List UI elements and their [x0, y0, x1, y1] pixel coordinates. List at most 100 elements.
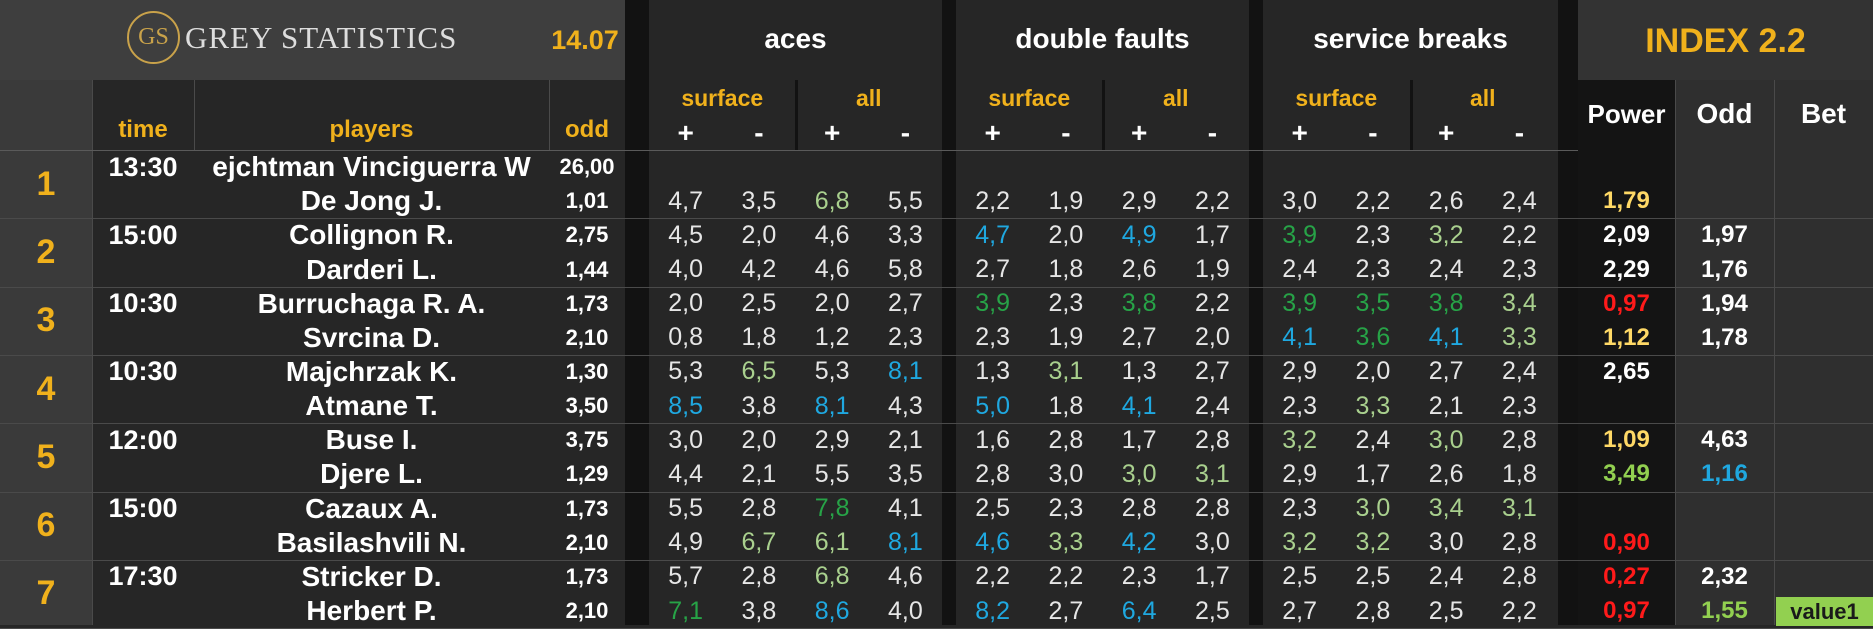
- stat-value: 2,5: [1428, 596, 1464, 625]
- player-name: Cazaux A.: [305, 492, 438, 524]
- player-odd: 1,73: [565, 290, 609, 316]
- stat-value: 3,1: [1501, 494, 1537, 523]
- stat-value: 3,0: [1428, 425, 1464, 454]
- index-odd-value: 1,16: [1701, 460, 1748, 488]
- stat-value: 1,8: [1501, 459, 1537, 488]
- stat-value: 1,7: [1355, 459, 1391, 488]
- row-divider: [0, 286, 1873, 288]
- power-value: 2,09: [1603, 221, 1650, 249]
- stat-value: 2,0: [668, 289, 703, 318]
- stat-value: 2,3: [975, 323, 1010, 352]
- player-odd: 1,73: [565, 563, 609, 589]
- player-name: ejchtman Vinciguerra W: [212, 151, 531, 183]
- stat-value: 5,0: [975, 391, 1010, 420]
- stat-value: 2,8: [1355, 596, 1391, 625]
- stat-value: 5,8: [887, 255, 923, 283]
- separator: [1558, 0, 1578, 625]
- col-header-bet: Bet: [1800, 98, 1847, 129]
- plus-label: +: [984, 117, 1001, 148]
- player-name: Darderi L.: [306, 253, 437, 285]
- stat-value: 3,4: [1428, 494, 1464, 523]
- col-header-time: time: [118, 116, 168, 143]
- power-value: 3,49: [1603, 460, 1650, 488]
- index-odd-value: 1,55: [1701, 597, 1748, 624]
- index-odd-value: 2,32: [1701, 562, 1748, 590]
- stat-value: 4,4: [668, 459, 703, 488]
- stat-value: 2,7: [975, 255, 1010, 283]
- power-value: 2,65: [1603, 357, 1650, 385]
- stat-value: 2,2: [1048, 562, 1084, 591]
- group-service-breaks-title: service breaks: [1313, 23, 1508, 54]
- row-number-column-bg: [0, 0, 92, 625]
- stat-value: 2,8: [1194, 425, 1230, 454]
- stat-value: 2,8: [741, 494, 777, 523]
- stat-value: 4,1: [1282, 323, 1317, 352]
- stat-value: 2,9: [814, 425, 850, 454]
- grid-line: [549, 80, 550, 150]
- separator: [1410, 80, 1413, 150]
- player-name: Atmane T.: [305, 390, 438, 422]
- col-header-players: players: [329, 116, 414, 143]
- stat-value: 8,1: [814, 391, 850, 420]
- separator: [1249, 0, 1263, 625]
- stat-value: 2,2: [1194, 186, 1230, 215]
- separator: [1102, 80, 1105, 150]
- stat-value: 2,7: [1282, 596, 1317, 625]
- stat-value: 2,4: [1501, 357, 1537, 386]
- stat-value: 3,4: [1501, 289, 1537, 318]
- header-divider: [0, 150, 1578, 151]
- stat-value: 3,2: [1355, 528, 1391, 557]
- plus-label: +: [1130, 117, 1148, 148]
- stat-value: 2,3: [1282, 494, 1317, 523]
- stat-value: 2,0: [1355, 357, 1391, 386]
- stat-value: 7,8: [814, 494, 850, 523]
- minus-label: -: [1061, 117, 1071, 148]
- stat-value: 2,7: [887, 289, 923, 318]
- stat-value: 1,2: [814, 323, 850, 352]
- stat-value: 5,5: [814, 459, 850, 488]
- player-name: Majchrzak K.: [285, 355, 458, 387]
- date-label: 14.07: [551, 24, 619, 55]
- stat-value: 0,8: [668, 323, 703, 352]
- bet-badge: value1: [1776, 596, 1873, 627]
- plus-label: +: [823, 117, 841, 148]
- row-divider: [0, 218, 1873, 220]
- stat-value: 2,2: [1501, 596, 1537, 625]
- stat-value: 2,2: [975, 562, 1010, 591]
- stat-value: 8,1: [887, 357, 923, 386]
- stat-value: 2,2: [1194, 289, 1230, 318]
- stat-value: 8,1: [887, 528, 923, 557]
- stat-value: 2,9: [1121, 186, 1157, 215]
- col-header-odd: odd: [565, 116, 609, 143]
- stat-value: 1,9: [1048, 186, 1084, 215]
- stat-value: 2,0: [741, 220, 777, 249]
- player-odd: 2,10: [565, 324, 609, 350]
- stat-value: 7,1: [668, 596, 703, 625]
- stat-value: 4,6: [814, 220, 850, 249]
- stat-value: 2,6: [1428, 186, 1464, 215]
- stat-value: 2,8: [1121, 494, 1157, 523]
- player-odd: 1,01: [565, 188, 609, 214]
- stat-value: 2,9: [1282, 357, 1317, 386]
- power-value: 0,90: [1603, 528, 1650, 556]
- stat-value: 2,2: [975, 186, 1010, 215]
- stat-value: 4,7: [975, 220, 1010, 249]
- stat-value: 1,9: [1194, 255, 1230, 283]
- grid-line: [1675, 80, 1676, 625]
- stat-value: 2,5: [1355, 562, 1391, 591]
- power-value: 0,97: [1603, 597, 1650, 624]
- stat-value: 2,8: [1048, 425, 1084, 454]
- stat-value: 6,4: [1121, 596, 1157, 625]
- stat-value: 3,3: [1048, 528, 1084, 557]
- stat-value: 2,8: [741, 562, 777, 591]
- stat-value: 2,9: [1282, 459, 1317, 488]
- stat-value: 2,3: [887, 323, 923, 352]
- stat-value: 3,3: [1501, 323, 1537, 352]
- separator: [795, 80, 798, 150]
- player-odd: 1,29: [565, 461, 609, 487]
- row-divider: [0, 423, 1873, 425]
- index-odd-value: 1,78: [1701, 323, 1748, 351]
- stat-value: 1,8: [741, 323, 777, 352]
- stat-value: 4,2: [741, 255, 777, 283]
- stat-value: 5,3: [814, 357, 850, 386]
